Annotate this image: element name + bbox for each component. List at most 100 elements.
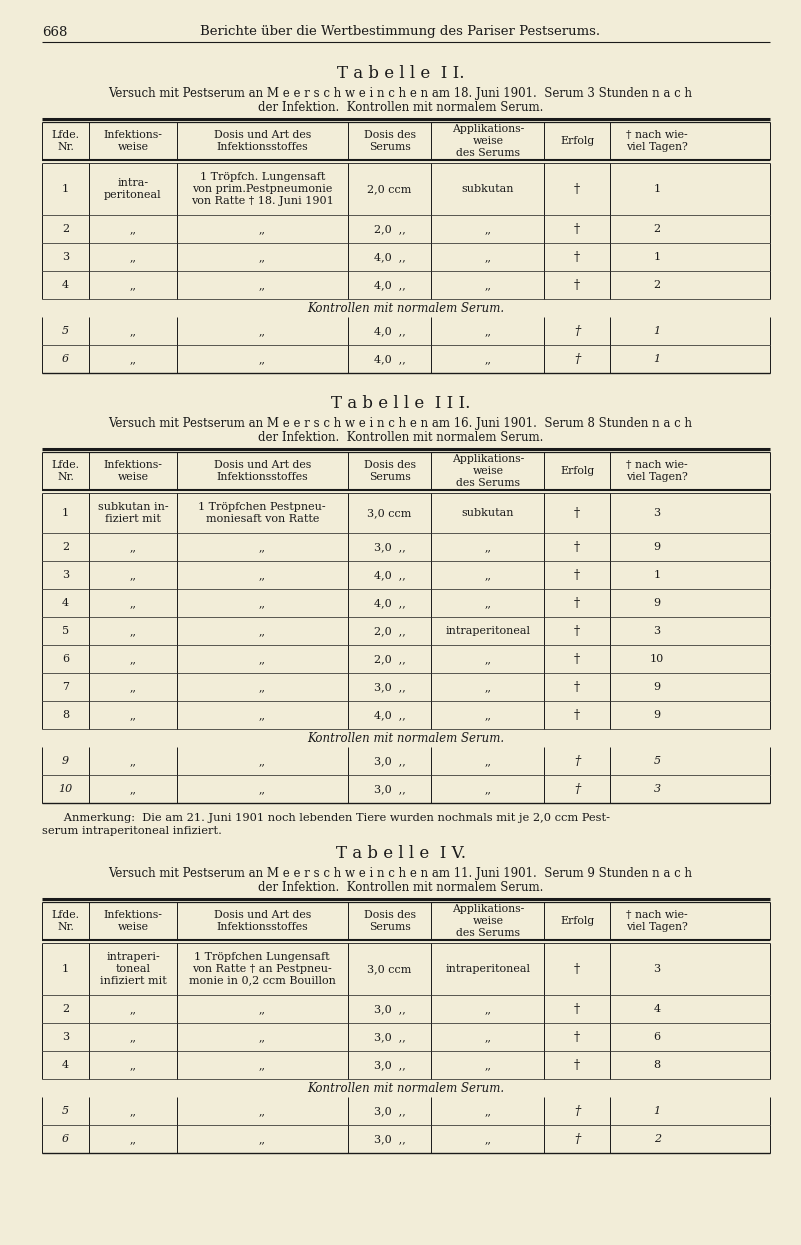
Text: †: †	[574, 540, 580, 554]
Text: ,,: ,,	[485, 1003, 491, 1013]
Text: †: †	[574, 1058, 580, 1072]
Text: 3,0  ,,: 3,0 ,,	[374, 784, 405, 794]
Text: T a b e l l e  I I I.: T a b e l l e I I I.	[331, 395, 470, 412]
Text: 6: 6	[62, 1134, 69, 1144]
Text: 3: 3	[62, 1032, 69, 1042]
Text: †: †	[574, 708, 580, 722]
Text: †: †	[574, 652, 580, 666]
Text: ,,: ,,	[259, 756, 266, 766]
Text: Kontrollen mit normalem Serum.: Kontrollen mit normalem Serum.	[308, 1082, 505, 1094]
Text: †: †	[574, 681, 580, 693]
Text: 5: 5	[654, 756, 661, 766]
Text: ,,: ,,	[485, 710, 491, 720]
Text: Dosis und Art des
Infektionsstoffes: Dosis und Art des Infektionsstoffes	[214, 461, 311, 482]
Text: ,,: ,,	[259, 354, 266, 364]
Text: ,,: ,,	[485, 598, 491, 608]
Text: 3: 3	[654, 508, 661, 518]
Text: ,,: ,,	[485, 570, 491, 580]
Text: ,,: ,,	[259, 326, 266, 336]
Text: subkutan in-
fiziert mit: subkutan in- fiziert mit	[98, 502, 168, 524]
Text: 4: 4	[654, 1003, 661, 1013]
Text: ,,: ,,	[130, 1106, 136, 1116]
Text: 3: 3	[654, 784, 661, 794]
Text: intraperi-
toneal
infiziert mit: intraperi- toneal infiziert mit	[99, 952, 167, 986]
Text: ,,: ,,	[485, 224, 491, 234]
Text: †: †	[574, 1104, 580, 1118]
Text: Applikations-
weise
des Serums: Applikations- weise des Serums	[452, 124, 524, 158]
Text: ,,: ,,	[130, 784, 136, 794]
Text: 1: 1	[654, 354, 661, 364]
Text: ,,: ,,	[130, 598, 136, 608]
Text: ,,: ,,	[130, 1032, 136, 1042]
Text: 1: 1	[654, 326, 661, 336]
Text: ,,: ,,	[130, 756, 136, 766]
Text: 6: 6	[62, 354, 69, 364]
Text: Lfde.
Nr.: Lfde. Nr.	[51, 461, 79, 482]
Text: 4,0  ,,: 4,0 ,,	[374, 354, 405, 364]
Text: 1 Tröpfchen Pestpneu-
moniesaft von Ratte: 1 Tröpfchen Pestpneu- moniesaft von Ratt…	[199, 502, 326, 524]
Text: †: †	[574, 352, 580, 366]
Text: ,,: ,,	[259, 224, 266, 234]
Text: ,,: ,,	[130, 326, 136, 336]
Text: der Infektion.  Kontrollen mit normalem Serum.: der Infektion. Kontrollen mit normalem S…	[258, 101, 543, 115]
Text: †: †	[574, 1133, 580, 1145]
Text: ,,: ,,	[485, 682, 491, 692]
Text: 5: 5	[62, 326, 69, 336]
Text: ,,: ,,	[259, 1134, 266, 1144]
Text: 4,0  ,,: 4,0 ,,	[374, 251, 405, 261]
Text: 3,0  ,,: 3,0 ,,	[374, 682, 405, 692]
Text: ,,: ,,	[259, 570, 266, 580]
Text: 2: 2	[654, 280, 661, 290]
Text: 1 Tröpfchen Lungensaft
von Ratte † an Pestpneu-
monie in 0,2 ccm Bouillon: 1 Tröpfchen Lungensaft von Ratte † an Pe…	[189, 952, 336, 986]
Text: ,,: ,,	[485, 251, 491, 261]
Text: 3: 3	[654, 964, 661, 974]
Text: ,,: ,,	[130, 1003, 136, 1013]
Text: ,,: ,,	[485, 1134, 491, 1144]
Text: 5: 5	[62, 1106, 69, 1116]
Text: ,,: ,,	[485, 326, 491, 336]
Text: 1: 1	[62, 184, 69, 194]
Text: †: †	[574, 1002, 580, 1016]
Text: intra-
peritoneal: intra- peritoneal	[104, 178, 162, 199]
Text: ,,: ,,	[259, 784, 266, 794]
Text: Dosis des
Serums: Dosis des Serums	[364, 461, 416, 482]
Text: 9: 9	[654, 710, 661, 720]
Text: ,,: ,,	[259, 1032, 266, 1042]
Text: 6: 6	[654, 1032, 661, 1042]
Text: 4,0  ,,: 4,0 ,,	[374, 710, 405, 720]
Text: ,,: ,,	[130, 1059, 136, 1069]
Text: ,,: ,,	[259, 1106, 266, 1116]
Text: †: †	[574, 625, 580, 637]
Text: ,,: ,,	[130, 654, 136, 664]
Text: 6: 6	[62, 654, 69, 664]
Text: T a b e l l e  I V.: T a b e l l e I V.	[336, 845, 465, 862]
Text: † nach wie-
viel Tagen?: † nach wie- viel Tagen?	[626, 910, 688, 931]
Text: 8: 8	[62, 710, 69, 720]
Text: 9: 9	[654, 682, 661, 692]
Text: 10: 10	[650, 654, 664, 664]
Text: ,,: ,,	[130, 224, 136, 234]
Text: 2: 2	[62, 542, 69, 552]
Text: ,,: ,,	[259, 710, 266, 720]
Text: ,,: ,,	[130, 710, 136, 720]
Text: ,,: ,,	[130, 251, 136, 261]
Text: 3,0  ,,: 3,0 ,,	[374, 756, 405, 766]
Text: ,,: ,,	[259, 654, 266, 664]
Text: Infektions-
weise: Infektions- weise	[103, 131, 163, 152]
Text: Applikations-
weise
des Serums: Applikations- weise des Serums	[452, 904, 524, 937]
Text: ,,: ,,	[485, 280, 491, 290]
Text: ,,: ,,	[259, 251, 266, 261]
Text: Lfde.
Nr.: Lfde. Nr.	[51, 131, 79, 152]
Text: Kontrollen mit normalem Serum.: Kontrollen mit normalem Serum.	[308, 732, 505, 745]
Text: ,,: ,,	[485, 654, 491, 664]
Text: 10: 10	[58, 784, 73, 794]
Text: 5: 5	[62, 626, 69, 636]
Text: ,,: ,,	[259, 626, 266, 636]
Text: ,,: ,,	[485, 756, 491, 766]
Text: ,,: ,,	[485, 1106, 491, 1116]
Text: 668: 668	[42, 25, 67, 39]
Text: ,,: ,,	[130, 280, 136, 290]
Text: †: †	[574, 783, 580, 796]
Text: ,,: ,,	[130, 682, 136, 692]
Text: 1: 1	[654, 570, 661, 580]
